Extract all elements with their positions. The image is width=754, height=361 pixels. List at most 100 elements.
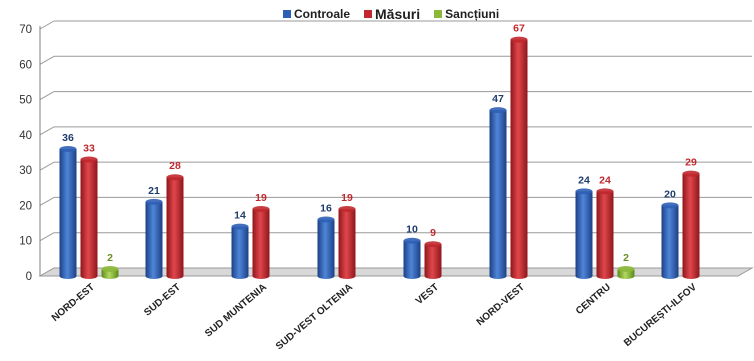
y-tick-label: 20 bbox=[19, 200, 32, 212]
legend-swatch-controale bbox=[283, 10, 291, 18]
data-label: 2 bbox=[107, 252, 113, 264]
x-tick-label: VEST bbox=[414, 282, 441, 307]
data-label: 36 bbox=[62, 132, 74, 144]
bar bbox=[403, 237, 421, 279]
data-label: 9 bbox=[430, 227, 436, 239]
bar-base bbox=[231, 273, 249, 279]
bar-base bbox=[617, 273, 635, 279]
bar-top bbox=[252, 205, 270, 212]
bar-body bbox=[80, 159, 98, 276]
bar-body bbox=[166, 177, 184, 276]
y-tick-label: 30 bbox=[19, 165, 32, 177]
bar bbox=[101, 265, 119, 279]
legend-item-controale: Controale bbox=[283, 6, 350, 22]
data-label: 47 bbox=[492, 93, 504, 105]
legend-label-masuri: Măsuri bbox=[375, 6, 421, 22]
bar-body bbox=[231, 226, 249, 276]
bar-base bbox=[661, 273, 679, 279]
bar bbox=[661, 202, 679, 279]
y-tick-label: 60 bbox=[19, 59, 32, 71]
legend-swatch-sanctiuni bbox=[434, 10, 443, 18]
bar-body bbox=[617, 268, 635, 276]
x-tick-label: CENTRU bbox=[574, 282, 613, 317]
bar-base bbox=[510, 273, 528, 279]
bar-top bbox=[231, 223, 249, 230]
bar-body bbox=[101, 268, 119, 276]
bar-top bbox=[80, 156, 98, 163]
data-label: 10 bbox=[406, 224, 418, 236]
bar bbox=[59, 145, 77, 279]
bar-base bbox=[682, 273, 700, 279]
bar bbox=[489, 107, 507, 279]
bar-body bbox=[317, 219, 335, 276]
bar-body bbox=[661, 205, 679, 276]
bar-body bbox=[489, 110, 507, 277]
bar-top bbox=[403, 237, 421, 244]
bar-body bbox=[338, 208, 356, 276]
gridline-diag bbox=[39, 126, 55, 136]
bar bbox=[617, 265, 635, 279]
bar-body bbox=[424, 244, 442, 276]
data-label: 24 bbox=[578, 174, 590, 186]
bar bbox=[166, 174, 184, 279]
data-label: 19 bbox=[341, 192, 353, 204]
bar-base bbox=[575, 273, 593, 279]
x-tick-label: BUCUREȘTI-ILFOV bbox=[622, 282, 699, 349]
bar bbox=[510, 36, 528, 279]
bar-base bbox=[59, 273, 77, 279]
bar-top bbox=[338, 205, 356, 212]
y-tick-label: 0 bbox=[26, 271, 32, 283]
data-label: 19 bbox=[255, 192, 267, 204]
bar bbox=[80, 156, 98, 279]
bar-top bbox=[510, 36, 528, 43]
bar-base bbox=[252, 273, 270, 279]
data-label: 24 bbox=[599, 174, 611, 186]
bar-base bbox=[596, 273, 614, 279]
bar-top bbox=[59, 145, 77, 152]
bar-body bbox=[252, 208, 270, 276]
bar bbox=[596, 188, 614, 279]
data-label: 29 bbox=[685, 157, 697, 169]
bar-base bbox=[403, 273, 421, 279]
bar-body bbox=[510, 39, 528, 277]
data-label: 21 bbox=[148, 185, 160, 197]
x-tick-label: SUD-VEST OLTENIA bbox=[274, 282, 355, 352]
bar-body bbox=[596, 191, 614, 276]
data-label: 14 bbox=[234, 210, 246, 222]
bar-top bbox=[575, 188, 593, 195]
bar bbox=[338, 205, 356, 279]
gridline-diag bbox=[39, 232, 55, 242]
bar-top bbox=[617, 265, 635, 272]
bar-top bbox=[317, 216, 335, 223]
bar bbox=[317, 216, 335, 279]
bar-base bbox=[166, 273, 184, 279]
bar bbox=[424, 241, 442, 279]
bar-base bbox=[101, 273, 119, 279]
bar-base bbox=[338, 273, 356, 279]
data-label: 33 bbox=[83, 143, 95, 155]
legend-label-controale: Controale bbox=[294, 7, 351, 21]
bar-top bbox=[682, 170, 700, 177]
data-label: 2 bbox=[623, 252, 629, 264]
gridline-diag bbox=[39, 91, 55, 101]
bar-body bbox=[575, 191, 593, 276]
bar-top bbox=[424, 241, 442, 248]
y-tick-label: 10 bbox=[19, 236, 32, 248]
y-tick-label: 50 bbox=[19, 95, 32, 107]
x-tick-label: NORD-EST bbox=[50, 282, 97, 324]
bar-top bbox=[101, 265, 119, 272]
data-label: 28 bbox=[169, 160, 181, 172]
bar bbox=[575, 188, 593, 279]
gridline-diag bbox=[39, 55, 55, 65]
legend-item-masuri: Măsuri bbox=[364, 6, 420, 22]
bar-body bbox=[403, 240, 421, 276]
gridline-diag bbox=[39, 196, 55, 206]
bar-base bbox=[489, 273, 507, 279]
bar bbox=[682, 170, 700, 279]
legend-label-sanctiuni: Sancțiuni bbox=[445, 7, 500, 21]
bar-body bbox=[682, 173, 700, 276]
bar-top bbox=[661, 202, 679, 209]
legend-item-sanctiuni: Sancțiuni bbox=[434, 6, 499, 22]
bar-body bbox=[145, 201, 163, 276]
bar bbox=[145, 198, 163, 279]
